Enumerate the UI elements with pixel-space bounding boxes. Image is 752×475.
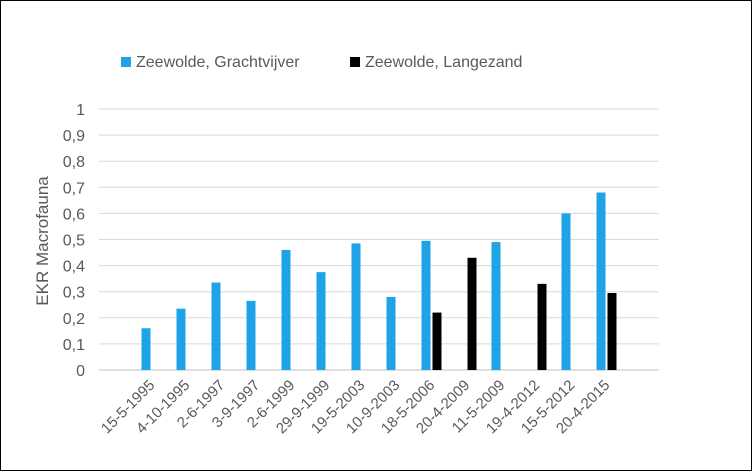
bar-grachtvijver (176, 308, 186, 370)
y-tick-label: 0,1 (63, 337, 85, 354)
gridlines (99, 108, 659, 371)
y-tick-label: 0,7 (63, 180, 85, 197)
bar-grachtvijver (596, 192, 606, 370)
bar-grachtvijver (211, 282, 221, 370)
y-tick-label: 1 (76, 102, 85, 119)
bar-grachtvijver (246, 300, 256, 370)
x-tick-labels: 15-5-19954-10-19952-6-19973-9-19972-6-19… (98, 377, 613, 437)
bar-grachtvijver (421, 240, 431, 370)
bar-grachtvijver (141, 328, 151, 370)
y-tick-label: 0,3 (63, 285, 85, 302)
bar-langezand (432, 312, 442, 370)
legend: Zeewolde, Grachtvijver Zeewolde, Langezan… (121, 54, 522, 71)
y-tick-label: 0,9 (63, 128, 85, 145)
legend-swatch-grachtvijver (121, 57, 131, 67)
bar-grachtvijver (386, 296, 396, 370)
y-tick-label: 0 (76, 363, 85, 380)
legend-swatch-langezand (350, 57, 360, 67)
y-tick-label: 0,2 (63, 311, 85, 328)
bar-grachtvijver (561, 213, 571, 370)
bar-langezand (467, 257, 477, 370)
y-tick-label: 0,5 (63, 233, 85, 250)
legend-label-langezand: Zeewolde, Langezand (365, 54, 522, 71)
y-tick-label: 0,8 (63, 154, 85, 171)
bar-langezand (537, 283, 547, 370)
bar-grachtvijver (351, 243, 361, 370)
bar-grachtvijver (491, 242, 501, 370)
y-tick-labels: 0 0,1 0,2 0,3 0,4 0,5 0,6 0,7 0,8 0,9 1 (63, 102, 85, 380)
bar-langezand (607, 293, 617, 370)
y-tick-label: 0,4 (63, 259, 85, 276)
bar-grachtvijver (316, 272, 326, 370)
legend-label-grachtvijver: Zeewolde, Grachtvijver (136, 54, 300, 71)
bars (141, 192, 617, 370)
y-tick-label: 0,6 (63, 206, 85, 223)
bar-grachtvijver (281, 249, 291, 370)
y-axis-label: EKR Macrofauna (33, 176, 52, 306)
